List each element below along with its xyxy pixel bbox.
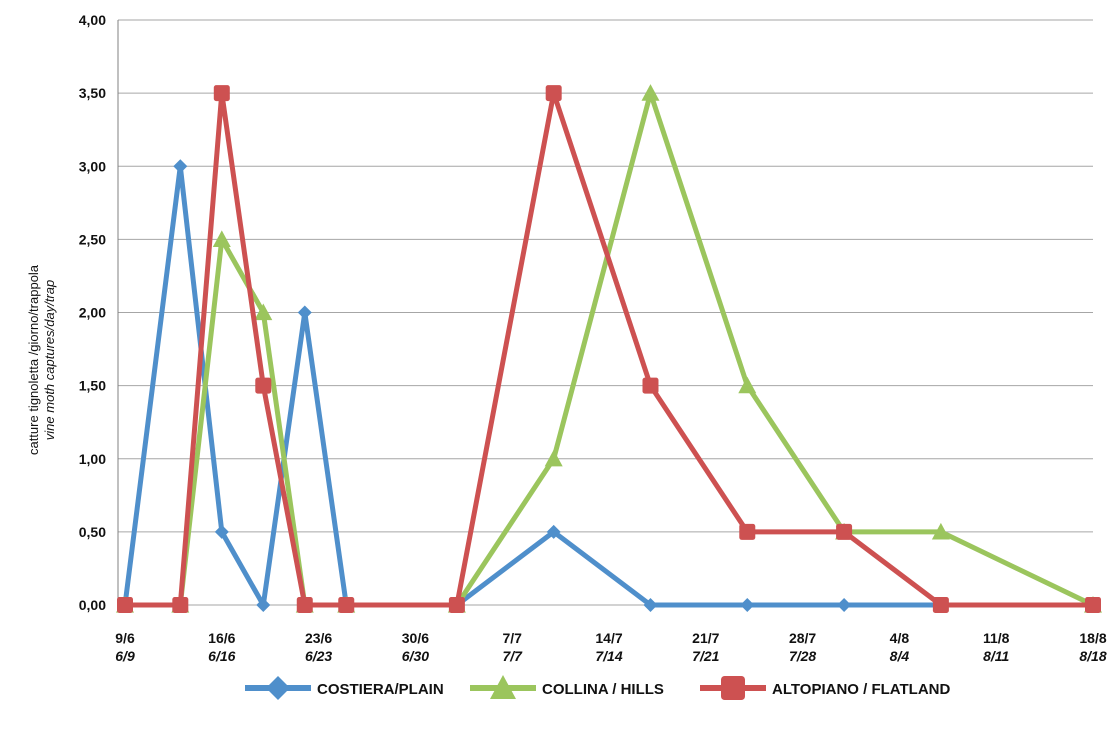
x-tick-label-alt: 7/28 (789, 648, 816, 664)
y-tick-labels: 0,00 0,50 1,00 1,50 2,00 2,50 3,00 3,50 4,00 (79, 12, 106, 613)
x-tick-label-alt: 6/30 (402, 648, 429, 664)
data-point (213, 85, 230, 102)
x-tick-label: 28/7 (789, 630, 816, 646)
x-tick-label: 21/7 (692, 630, 719, 646)
data-point (256, 598, 271, 612)
data-point (117, 597, 133, 613)
legend-label: COSTIERA/PLAIN (317, 681, 444, 698)
y-tick-label: 4,00 (79, 12, 106, 28)
x-tick-label: 4/8 (890, 630, 910, 646)
legend-item: COLLINA / HILLS (470, 675, 664, 700)
data-point (255, 377, 272, 394)
legend-marker (721, 676, 745, 700)
x-tick-label-alt: 8/4 (890, 648, 910, 664)
y-tick-label: 0,50 (79, 524, 106, 540)
y-tick-label: 3,00 (79, 158, 106, 174)
data-point (338, 597, 355, 613)
legend-marker (490, 675, 516, 700)
legend-label: COLLINA / HILLS (542, 681, 664, 698)
data-point (172, 597, 189, 613)
x-tick-label: 9/6 (115, 630, 135, 646)
y-tick-label: 1,50 (79, 378, 106, 394)
y-tick-label: 3,50 (79, 85, 106, 101)
x-tick-label-alt: 6/23 (305, 648, 332, 664)
data-point (836, 523, 853, 540)
data-point (642, 377, 659, 394)
x-tick-label: 14/7 (595, 630, 622, 646)
x-tick-label-alt: 8/11 (983, 648, 1009, 664)
data-point (297, 305, 312, 320)
x-tick-label-alt: 6/9 (115, 648, 135, 664)
x-tick-label-alt: 6/16 (208, 648, 235, 664)
data-point (296, 597, 313, 613)
y-axis-label: catture tignoletta /giorno/trappola (26, 264, 41, 455)
legend-item: COSTIERA/PLAIN (245, 676, 444, 700)
y-tick-label: 1,00 (79, 451, 106, 467)
data-point (448, 597, 465, 613)
data-point (545, 85, 562, 102)
x-tick-label-alt: 8/18 (1079, 648, 1106, 664)
series-group (116, 84, 1102, 613)
x-tick-label: 30/6 (402, 630, 429, 646)
data-point (931, 522, 950, 540)
data-point (641, 84, 660, 101)
data-point (932, 597, 949, 613)
y-tick-label: 2,50 (79, 231, 106, 247)
data-point (643, 598, 658, 612)
x-tick-label-alt: 7/7 (502, 648, 523, 664)
data-point (544, 449, 563, 467)
data-point (739, 523, 756, 540)
series-line (125, 90, 1095, 608)
data-point (740, 598, 755, 612)
x-tick-label: 7/7 (502, 630, 522, 646)
x-tick-label: 11/8 (983, 630, 1010, 646)
grid-lines (118, 19, 1093, 606)
legend-label: ALTOPIANO / FLATLAND (772, 681, 950, 698)
y-tick-label: 2,00 (79, 305, 106, 321)
x-tick-label-alt: 7/21 (692, 648, 719, 664)
x-tick-label-alt: 7/14 (595, 648, 622, 664)
x-tick-label: 23/6 (305, 630, 332, 646)
x-tick-label: 16/6 (208, 630, 235, 646)
data-point (212, 230, 231, 248)
data-point (837, 598, 852, 612)
series-2 (117, 85, 1101, 613)
y-tick-label: 0,00 (79, 597, 106, 613)
legend-marker (266, 676, 290, 700)
x-tick-labels: 9/6 6/9 16/6 6/16 23/6 6/23 30/6 6/30 7/7 7/7 14/7… (115, 630, 1107, 664)
legend-item: ALTOPIANO / FLATLAND (700, 676, 950, 700)
y-axis-label-translation: vine moth captures/day/trap (42, 280, 57, 440)
legend: COSTIERA/PLAIN COLLINA / HILLS ALTOPIANO /… (245, 675, 950, 700)
series-1 (116, 84, 1102, 613)
x-tick-label: 18/8 (1079, 630, 1106, 646)
data-point (214, 524, 229, 539)
data-point (173, 159, 188, 174)
data-point (546, 524, 561, 539)
data-point (1085, 597, 1101, 613)
data-point (254, 303, 273, 321)
data-point (738, 376, 757, 394)
